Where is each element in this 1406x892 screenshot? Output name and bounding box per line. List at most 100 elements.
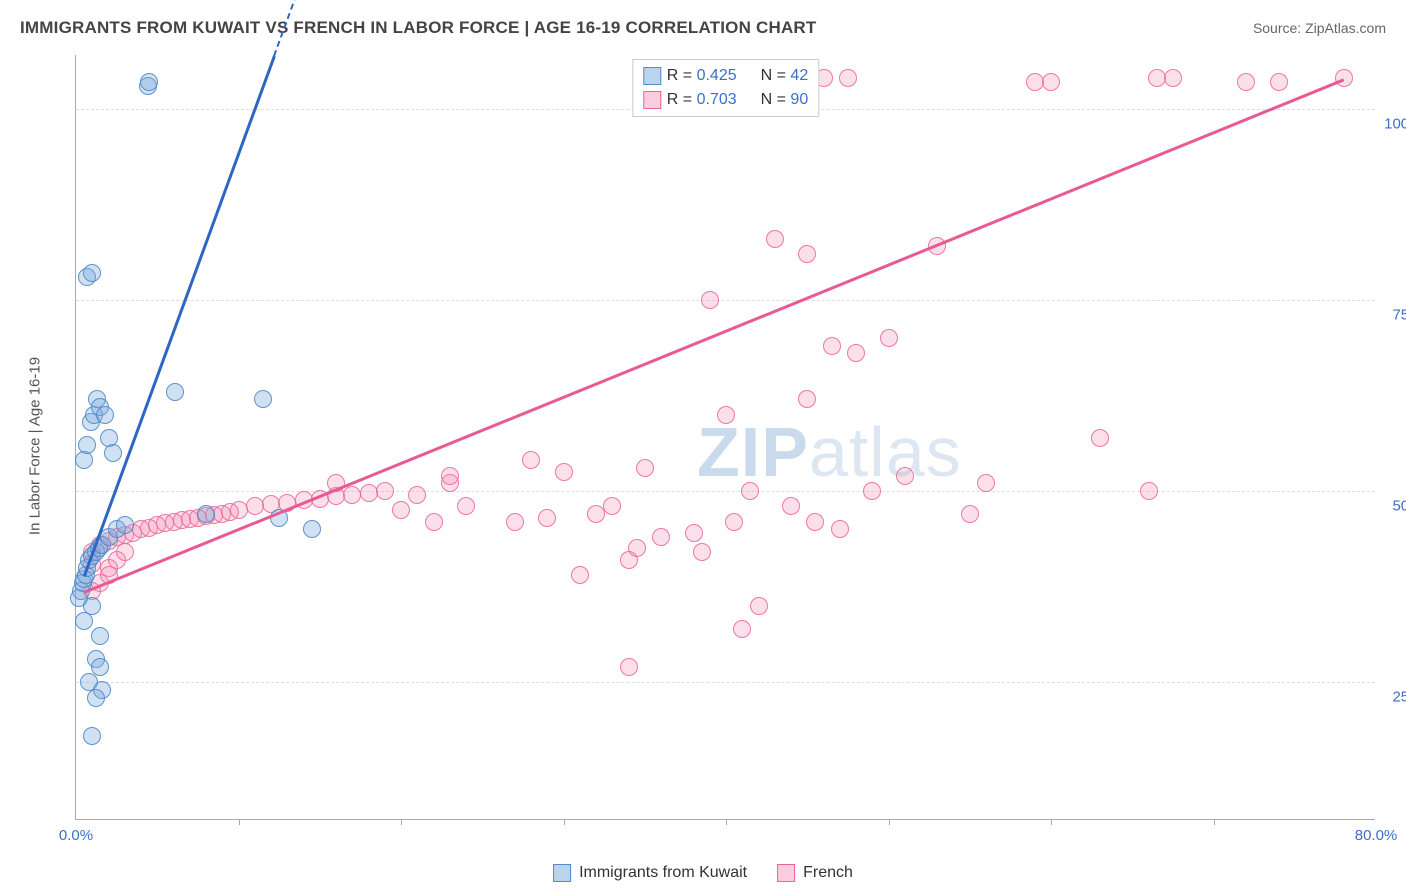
y-tick-label: 100.0% [1384, 115, 1406, 132]
x-tick-mark [726, 819, 727, 825]
regression-line [84, 78, 1344, 593]
data-point [78, 436, 96, 454]
data-point [104, 444, 122, 462]
n-label: N = 90 [761, 88, 809, 112]
data-point [75, 451, 93, 469]
x-tick-mark [889, 819, 890, 825]
data-point [798, 390, 816, 408]
data-point [555, 463, 573, 481]
legend-swatch [643, 67, 661, 85]
x-tick-mark [1051, 819, 1052, 825]
data-point [1091, 429, 1109, 447]
data-point [831, 520, 849, 538]
data-point [538, 509, 556, 527]
data-point [83, 597, 101, 615]
data-point [620, 658, 638, 676]
data-point [1335, 69, 1353, 87]
data-point [392, 501, 410, 519]
data-point [806, 513, 824, 531]
data-point [880, 329, 898, 347]
data-point [425, 513, 443, 531]
data-point [896, 467, 914, 485]
x-tick-label: 0.0% [59, 827, 93, 844]
r-label: R = 0.425 [667, 64, 737, 88]
data-point [733, 620, 751, 638]
data-point [343, 486, 361, 504]
legend-item: Immigrants from Kuwait [553, 864, 747, 882]
chart-title: IMMIGRANTS FROM KUWAIT VS FRENCH IN LABO… [20, 18, 817, 38]
data-point [1164, 69, 1182, 87]
data-point [1270, 73, 1288, 91]
data-point [977, 474, 995, 492]
data-point [91, 627, 109, 645]
data-point [254, 390, 272, 408]
data-point [652, 528, 670, 546]
x-tick-mark [239, 819, 240, 825]
data-point [303, 520, 321, 538]
n-label: N = 42 [761, 64, 809, 88]
data-point [693, 543, 711, 561]
series-legend: Immigrants from Kuwait French [553, 864, 853, 882]
data-point [140, 73, 158, 91]
r-label: R = 0.703 [667, 88, 737, 112]
y-axis-label: In Labor Force | Age 16-19 [27, 357, 44, 535]
data-point [587, 505, 605, 523]
data-point [782, 497, 800, 515]
data-point [798, 245, 816, 263]
legend-swatch [643, 91, 661, 109]
data-point [701, 291, 719, 309]
data-point [863, 482, 881, 500]
data-point [741, 482, 759, 500]
data-point [823, 337, 841, 355]
legend-label: Immigrants from Kuwait [579, 864, 747, 882]
data-point [83, 264, 101, 282]
data-point [717, 406, 735, 424]
data-point [408, 486, 426, 504]
data-point [75, 612, 93, 630]
data-point [441, 467, 459, 485]
data-point [839, 69, 857, 87]
data-point [1140, 482, 1158, 500]
data-point [766, 230, 784, 248]
x-tick-mark [401, 819, 402, 825]
data-point [1042, 73, 1060, 91]
data-point [91, 658, 109, 676]
data-point [603, 497, 621, 515]
data-point [457, 497, 475, 515]
data-point [230, 501, 248, 519]
data-point [628, 539, 646, 557]
data-point [116, 516, 134, 534]
data-point [685, 524, 703, 542]
data-point [360, 484, 378, 502]
legend-row: R = 0.703 N = 90 [643, 88, 808, 112]
x-tick-mark [1214, 819, 1215, 825]
data-point [1237, 73, 1255, 91]
data-point [376, 482, 394, 500]
x-tick-label: 80.0% [1355, 827, 1398, 844]
legend-swatch [553, 864, 571, 882]
gridline [76, 491, 1375, 492]
data-point [506, 513, 524, 531]
data-point [87, 689, 105, 707]
data-point [197, 505, 215, 523]
data-point [847, 344, 865, 362]
plot-area: ZIPatlas R = 0.425N = 42R = 0.703N = 90 … [75, 55, 1375, 820]
regression-line [83, 56, 275, 577]
data-point [571, 566, 589, 584]
legend-label: French [803, 864, 853, 882]
x-tick-mark [564, 819, 565, 825]
y-tick-label: 50.0% [1392, 498, 1406, 515]
data-point [166, 383, 184, 401]
watermark: ZIPatlas [697, 412, 962, 492]
legend-swatch [777, 864, 795, 882]
data-point [116, 543, 134, 561]
legend-item: French [777, 864, 853, 882]
data-point [522, 451, 540, 469]
gridline [76, 300, 1375, 301]
correlation-legend: R = 0.425 N = 42 R = 0.703 N = 90 [632, 59, 819, 117]
y-tick-label: 25.0% [1392, 689, 1406, 706]
data-point [725, 513, 743, 531]
data-point [246, 497, 264, 515]
data-point [83, 727, 101, 745]
y-tick-label: 75.0% [1392, 306, 1406, 323]
